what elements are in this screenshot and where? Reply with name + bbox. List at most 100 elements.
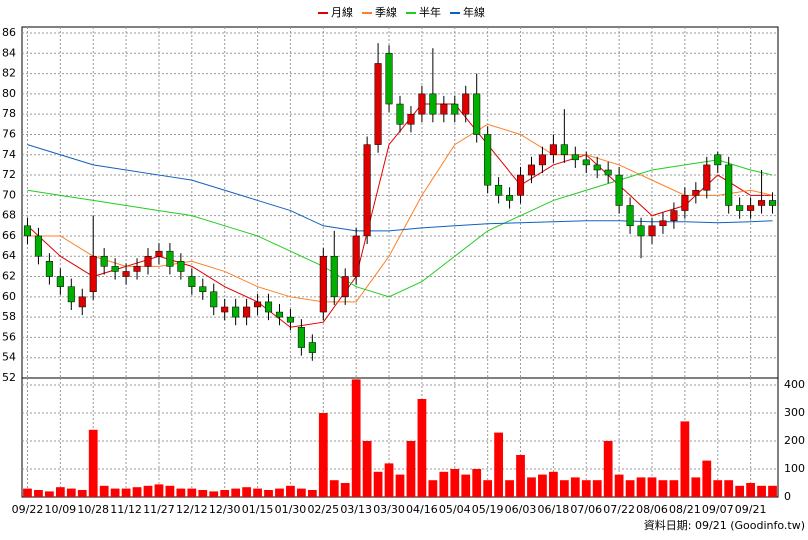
x-tick-label: 10/28 [77,503,109,516]
candle-body [484,134,492,186]
candle-body [67,286,75,303]
volume-bar [527,477,536,497]
candle-body [648,225,656,237]
volume-bar [253,488,262,497]
y-tick-label: 58 [2,310,16,323]
candle-body [374,63,382,145]
volume-bar [154,484,164,497]
candle-body [440,103,448,115]
candle-body [111,266,119,272]
volume-bar [713,480,723,497]
volume-bar [231,488,241,497]
volume-bar [559,480,569,497]
volume-bar [746,483,755,497]
candle-body [264,301,273,313]
legend-label: 月線 [331,5,353,19]
volume-tick-label: 400 [784,378,805,391]
price-frame [21,26,779,379]
moving-average-line [27,123,773,303]
volume-bar [625,480,635,497]
candle-body [681,195,689,211]
y-tick-label: 52 [2,371,16,384]
volume-bar [286,485,295,497]
candle-body [626,205,634,227]
candle-body [725,164,733,206]
volume-bar [549,471,558,497]
x-tick-label: 12/30 [209,503,241,516]
volume-bar [329,480,339,497]
volume-bar [603,441,613,497]
x-tick-label: 01/30 [275,503,307,516]
x-tick-label: 09/21 [735,503,767,516]
volume-bar [614,474,624,497]
volume-bar [275,488,284,497]
volume-bar [428,480,438,497]
candle-body [549,144,557,156]
candle-body [604,169,612,176]
x-tick-label: 05/04 [439,503,471,516]
volume-bar [121,488,131,497]
volume-bar [307,490,317,497]
x-tick-label: 07/22 [603,503,635,516]
candle-body [714,154,722,166]
candle-body [495,184,503,196]
volume-bar [23,488,32,497]
candle-body [45,261,53,277]
volume-bar [483,480,493,497]
candle-body [243,306,251,318]
y-tick-label: 78 [2,107,16,120]
volume-bar [143,485,153,497]
candle-body [429,93,437,115]
volume-bar [538,474,547,497]
candle-body [232,306,240,318]
volume-bar [570,477,580,497]
y-tick-label: 56 [2,330,16,343]
candle-body [177,261,185,272]
volume-bar [242,487,251,497]
candle-body [199,286,207,293]
x-tick-label: 01/15 [242,503,274,516]
candle-body [516,174,525,196]
candle-body [155,250,163,257]
candle-body [560,144,568,156]
y-tick-label: 82 [2,67,16,80]
volume-bar [669,480,679,497]
candle-body [670,210,678,221]
volume-bar [724,480,734,497]
volume-bar [581,480,591,497]
candle-body [78,296,86,308]
candle-body [319,255,327,313]
x-tick-label: 11/12 [110,503,142,516]
footer: 資料日期: 09/21 (Goodinfo.tw) [644,518,805,532]
x-tick-label: 02/25 [307,503,339,516]
candle-body [210,291,218,308]
candle-body [571,154,579,161]
volume-bar [417,399,427,497]
candle-body [506,195,514,201]
volume-bar [636,477,646,497]
x-tick-label: 09/22 [12,503,44,516]
candle-body [659,220,667,227]
candle-body [352,235,360,277]
volume-bar [516,455,525,497]
volume-bar [373,471,383,497]
candle-body [637,225,645,237]
volume-bar [165,485,175,497]
candle-body [527,164,536,176]
candle-body [736,205,744,211]
candle-body [122,271,130,277]
y-tick-label: 84 [2,46,16,59]
volume-bar [187,488,197,497]
y-tick-label: 54 [2,351,16,364]
moving-average-line [27,159,773,298]
x-tick-label: 10/09 [44,503,76,516]
volume-bar [340,483,350,497]
candle-body [418,93,426,115]
candle-body [221,306,229,313]
y-tick-label: 74 [2,148,16,161]
volume-bar [318,413,328,497]
candle-body [286,316,294,323]
x-tick-label: 11/27 [143,503,175,516]
volume-bar [297,488,306,497]
